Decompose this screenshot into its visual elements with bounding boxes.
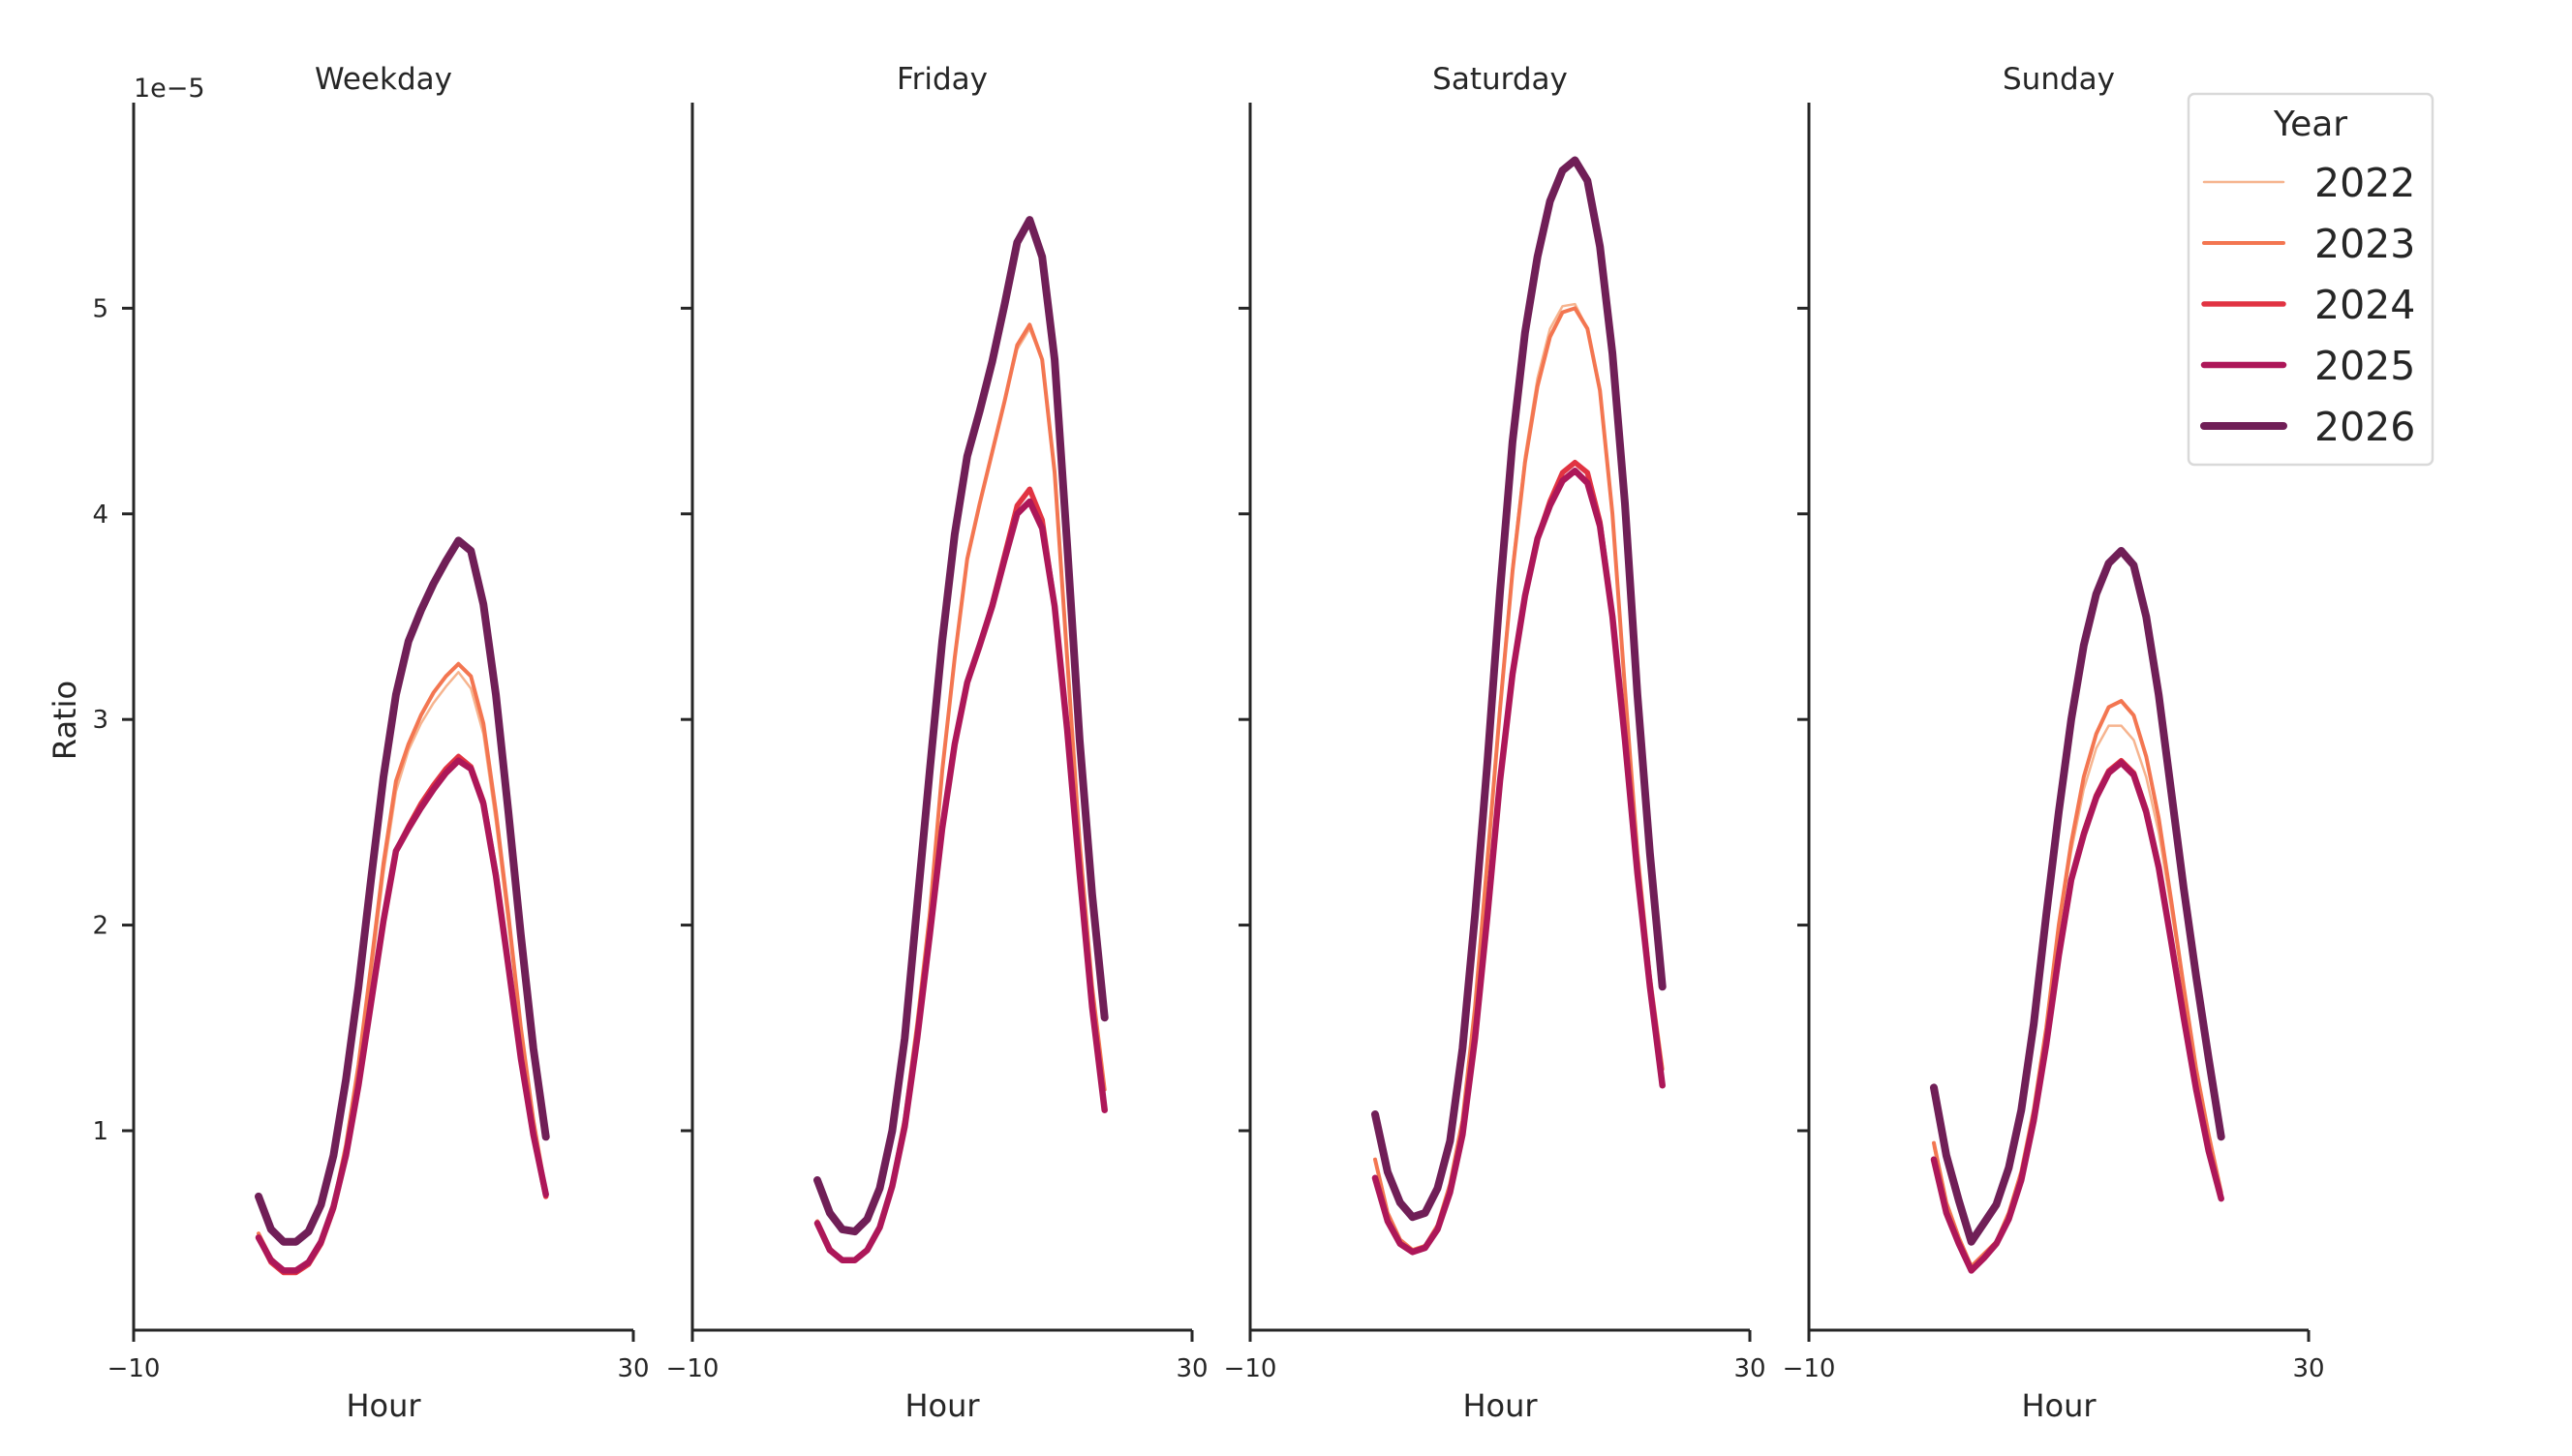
legend-label-2023: 2023 xyxy=(2314,221,2415,267)
panel-saturday: Saturday −10 30 Hour xyxy=(1224,62,1766,1424)
legend-frame xyxy=(2187,92,2434,467)
y-scale-label: 1e−5 xyxy=(134,74,205,104)
x-tick-label: 30 xyxy=(2292,1354,2324,1383)
y-tick-label: 2 xyxy=(92,912,108,941)
legend-label-2022: 2022 xyxy=(2314,160,2415,206)
y-axis-label: Ratio xyxy=(46,681,83,760)
panel-title: Friday xyxy=(897,62,988,97)
series-line-2026 xyxy=(255,536,550,1246)
x-tick-label: −10 xyxy=(107,1354,161,1383)
panel-weekday: Weekday 1 2 3 4 5 −10 30 Hour xyxy=(92,62,649,1424)
legend: Year 2022 2023 2024 2025 2026 xyxy=(2187,92,2434,467)
series-line-2025 xyxy=(1371,467,1666,1256)
series-line-2024 xyxy=(1372,459,1666,1256)
panel-title: Sunday xyxy=(2003,62,2115,97)
series-line-2025 xyxy=(255,757,549,1274)
x-tick-label: 30 xyxy=(1176,1354,1208,1383)
legend-title: Year xyxy=(2273,105,2347,144)
legend-label-2026: 2026 xyxy=(2314,404,2415,450)
panel-title: Saturday xyxy=(1432,62,1568,97)
series-line-2026 xyxy=(1930,547,2225,1246)
panel-sunday: Sunday −10 30 Hour xyxy=(1783,62,2325,1424)
x-tick-label: −10 xyxy=(1224,1354,1277,1383)
panel-friday: Friday −10 30 Hour xyxy=(666,62,1209,1424)
series-line-2025 xyxy=(1930,759,2224,1274)
y-tick-label: 1 xyxy=(92,1117,108,1146)
series-line-2026 xyxy=(813,216,1109,1236)
x-axis-label: Hour xyxy=(346,1387,421,1424)
x-tick-label: −10 xyxy=(666,1354,720,1383)
x-axis-label: Hour xyxy=(904,1387,980,1424)
x-axis-label: Hour xyxy=(2021,1387,2097,1424)
series-line-2026 xyxy=(1371,156,1667,1222)
y-tick-label: 3 xyxy=(92,706,108,735)
x-tick-label: 30 xyxy=(1733,1354,1765,1383)
series-line-2025 xyxy=(813,498,1108,1264)
legend-label-2024: 2024 xyxy=(2314,282,2415,328)
panel-title: Weekday xyxy=(315,62,452,97)
y-tick-label: 5 xyxy=(92,294,108,323)
x-axis-label: Hour xyxy=(1462,1387,1538,1424)
y-tick-label: 4 xyxy=(92,500,108,530)
legend-label-2025: 2025 xyxy=(2314,343,2415,389)
x-tick-label: 30 xyxy=(617,1354,649,1383)
x-tick-label: −10 xyxy=(1783,1354,1836,1383)
